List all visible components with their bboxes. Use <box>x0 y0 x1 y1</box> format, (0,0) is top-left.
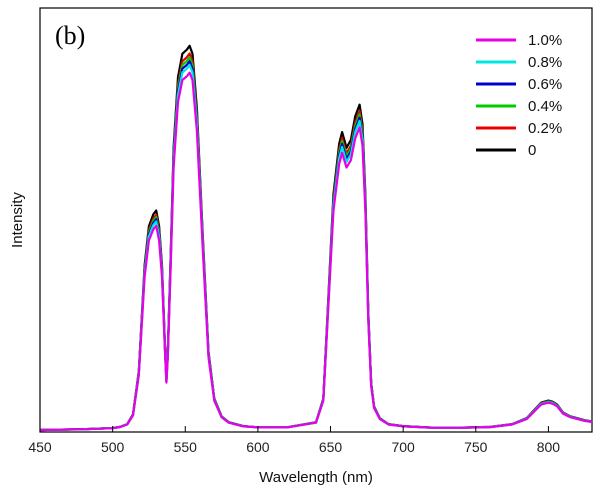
x-tick-label: 600 <box>246 439 270 455</box>
x-tick-label: 800 <box>537 439 561 455</box>
legend-label: 1.0% <box>528 32 562 49</box>
x-tick-label: 500 <box>101 439 125 455</box>
y-axis-title: Intensity <box>9 192 26 248</box>
x-tick-label: 450 <box>28 439 52 455</box>
x-tick-label: 550 <box>174 439 198 455</box>
legend-label: 0.8% <box>528 54 562 71</box>
legend-label: 0.2% <box>528 120 562 137</box>
x-tick-label: 700 <box>391 439 415 455</box>
panel-label: (b) <box>55 21 85 50</box>
legend-label: 0.6% <box>528 76 562 93</box>
legend-label: 0 <box>528 142 536 159</box>
x-tick-label: 650 <box>319 439 343 455</box>
series-line-1-0pct <box>39 71 593 432</box>
x-axis: 450 500 550 600 650 700 750 800 <box>28 426 560 455</box>
x-tick-label: 750 <box>464 439 488 455</box>
legend: 1.0% 0.8% 0.6% 0.4% 0.2% 0 <box>476 32 562 159</box>
plot-frame <box>39 7 593 433</box>
series-layer <box>39 44 593 432</box>
legend-label: 0.4% <box>528 98 562 115</box>
x-axis-title: Wavelength (nm) <box>259 469 373 486</box>
